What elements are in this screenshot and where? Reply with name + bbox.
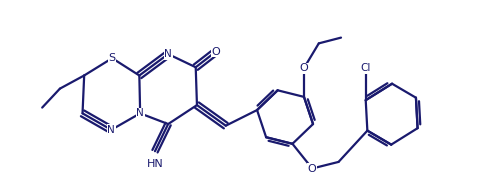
Text: O: O xyxy=(308,164,317,174)
Text: N: N xyxy=(136,108,144,118)
Text: S: S xyxy=(108,53,116,63)
Text: N: N xyxy=(164,49,172,59)
Text: HN: HN xyxy=(147,158,163,169)
Text: N: N xyxy=(107,125,115,135)
Text: O: O xyxy=(212,47,220,57)
Text: O: O xyxy=(300,63,308,73)
Text: Cl: Cl xyxy=(361,63,371,73)
